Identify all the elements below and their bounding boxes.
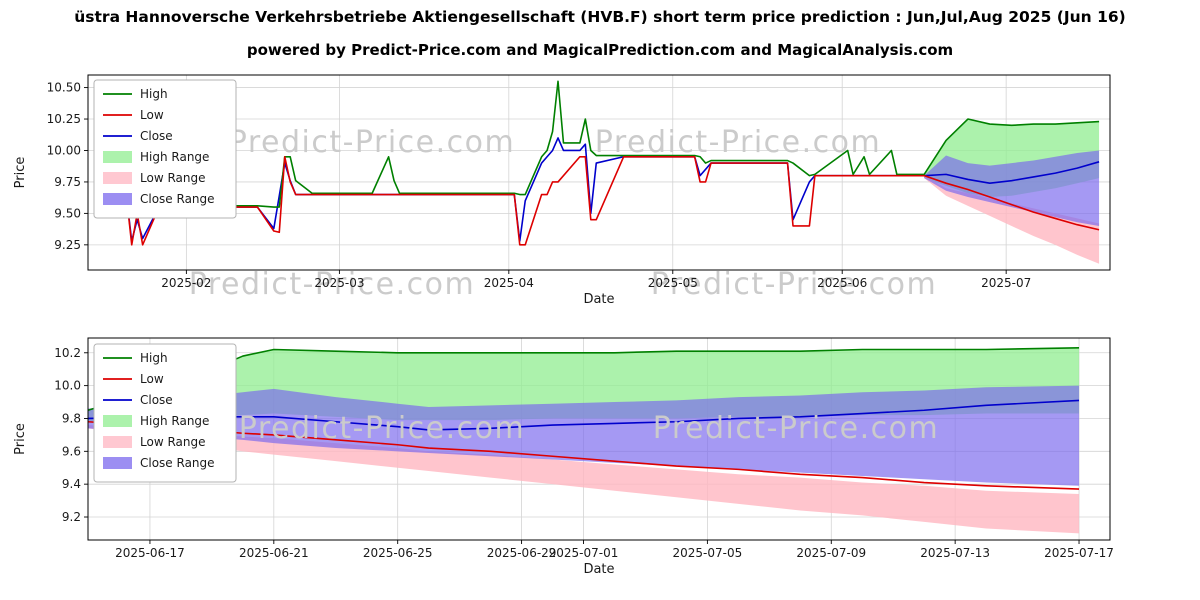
y-axis-label: Price [13,423,28,455]
x-tick-label: 2025-02 [161,276,211,290]
x-tick-label: 2025-07-09 [796,546,866,560]
y-tick-label: 10.2 [54,346,81,360]
y-tick-label: 9.75 [54,175,81,189]
watermark-text: Predict-Price.com [189,267,475,302]
y-tick-label: 9.8 [62,411,81,425]
y-tick-label: 9.6 [62,444,81,458]
high-line [126,80,1100,208]
bottom-chart: Predict-Price.com Predict-Price.com 9.2 9.4… [13,337,1114,577]
x-tick-label: 2025-04 [484,276,534,290]
legend-patch-sample [103,457,132,469]
legend-label: High Range [140,150,209,164]
watermark-text: Predict-Price.com [653,411,939,446]
x-tick-label: 2025-07-01 [549,546,619,560]
legend-label: Low Range [140,171,205,185]
legend: High Low Close High Range Low Range Close Ran… [93,79,237,219]
x-tick-label: 2025-06-25 [363,546,433,560]
top-chart: Predict-Price.com Predict-Price.com9.259.… [13,74,1111,307]
low-range-band [88,425,1080,534]
legend-label: Low Range [140,435,205,449]
y-tick-label: 9.2 [62,510,81,524]
legend-label: High Range [140,414,209,428]
watermark-text: Predict-Price.com [595,125,881,160]
x-tick-label: 2025-06-29 [487,546,557,560]
legend-label: High [140,351,168,365]
x-tick-label: 2025-03 [314,276,364,290]
y-tick-label: 10.25 [47,112,81,126]
legend-patch-sample [103,193,132,205]
legend-label: Low [140,108,164,122]
x-axis-label: Date [583,562,614,577]
legend-label: Low [140,372,164,386]
legend-patch-sample [103,172,132,184]
legend-label: Close [140,129,173,143]
x-tick-label: 2025-05 [648,276,698,290]
y-tick-label: 10.0 [54,379,81,393]
legend: High Low Close High Range Low Range Close Ran… [93,343,237,483]
legend-label: Close Range [140,192,215,206]
y-tick-label: 9.50 [54,206,81,220]
x-tick-label: 2025-07-17 [1044,546,1114,560]
plot-border [87,337,1111,541]
y-tick-label: 10.00 [47,143,81,157]
low-line [87,420,1080,490]
x-tick-label: 2025-06 [817,276,867,290]
legend-label: Close [140,393,173,407]
watermark-text: Predict-Price.com [651,267,937,302]
y-axis-label: Price [13,157,28,189]
high-line [87,347,1080,412]
legend-patch-sample [103,151,132,163]
chart-subtitle: powered by Predict-Price.com and Magical… [246,41,954,59]
y-tick-label: 9.4 [62,477,81,491]
y-tick-label: 9.25 [54,238,81,252]
x-tick-label: 2025-06-17 [115,546,185,560]
x-tick-label: 2025-07-13 [920,546,990,560]
low-range-band [924,175,1100,264]
axis-ticks: 9.2 9.4 9.6 9.8 10.0 10.2 2025-06-17 2025-06-21… [54,346,1114,560]
x-axis-label: Date [583,292,614,307]
legend-label: Close Range [140,456,215,470]
chart-title: üstra Hannoversche Verkehrsbetriebe Akti… [74,8,1126,26]
close-range-band [924,150,1100,226]
plot-border [87,74,1111,271]
axis-ticks: 9.25 9.50 9.75 10.00 10.25 10.50 2025-02 2025-0… [47,81,1032,290]
close-range-band [88,385,1080,486]
close-line [87,399,1080,431]
x-tick-label: 2025-06-21 [239,546,309,560]
x-tick-label: 2025-07 [981,276,1031,290]
watermark-text: Predict-Price.com [239,411,525,446]
legend-label: High [140,87,168,101]
legend-patch-sample [103,436,132,448]
low-line [125,155,1100,246]
x-tick-label: 2025-07-05 [673,546,743,560]
legend-patch-sample [103,415,132,427]
watermark-text: Predict-Price.com [229,125,515,160]
y-tick-label: 10.50 [47,81,81,95]
